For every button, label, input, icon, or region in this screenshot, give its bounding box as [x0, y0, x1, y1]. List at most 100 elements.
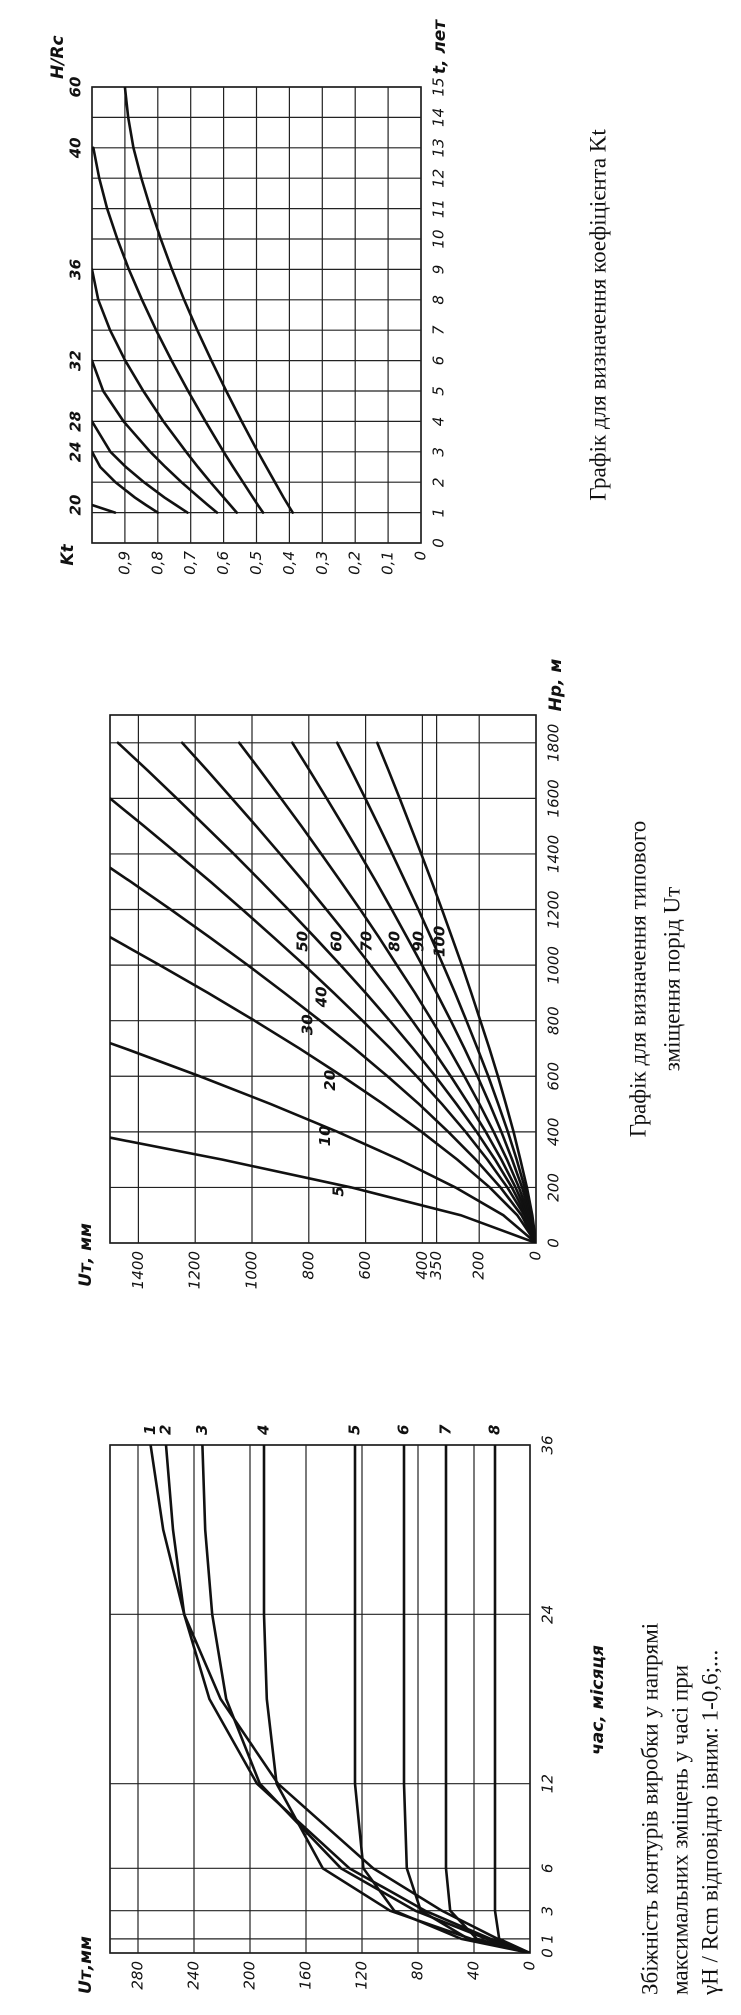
curve [201, 1445, 530, 1953]
x-axis-title: t, лет [430, 19, 450, 74]
y-tick-label: 0,8 [148, 551, 166, 575]
y-tick-label: 80 [409, 1961, 427, 1980]
x-tick-label: 200 [545, 1173, 563, 1202]
curve-label: 10 [316, 1125, 334, 1146]
caption-line: Збіжність контурів виробки у напрямі [637, 1623, 662, 1995]
curve [110, 852, 536, 1243]
x-tick-label: 1800 [545, 724, 563, 762]
y-tick-label: 0,2 [346, 551, 364, 575]
y-tick-label: 400 [413, 1251, 431, 1280]
curve-label: 20 [321, 1070, 339, 1091]
curve-label: 24 [67, 441, 85, 462]
x-tick-label: 1 [539, 1934, 557, 1944]
y-axis-title: Kt [58, 543, 78, 565]
y-axis-title: Uт, мм [76, 1223, 96, 1287]
x-tick-label: 1 [430, 508, 448, 518]
y-tick-label: 0,7 [181, 551, 199, 575]
x-tick-label: 800 [545, 1006, 563, 1035]
y-tick-label: 1200 [186, 1251, 204, 1289]
curve-label: 7 [437, 1424, 455, 1435]
y-tick-label: 800 [299, 1251, 317, 1280]
curve-label: 3 [193, 1425, 211, 1435]
x-tick-label: 13 [430, 138, 448, 157]
x-tick-label: 0 [539, 1948, 557, 1958]
curve [92, 420, 189, 514]
curve-label: 80 [386, 931, 404, 952]
x-tick-label: 24 [539, 1605, 557, 1624]
x-tick-label: 9 [430, 265, 448, 275]
curve [110, 1130, 536, 1243]
curve-label: 20 [67, 495, 85, 516]
curve [92, 359, 219, 514]
y-tick-label: 0 [527, 1251, 545, 1261]
curve [123, 87, 294, 514]
x-tick-label: 14 [430, 108, 448, 127]
x-tick-label: 1000 [545, 946, 563, 984]
x-tick-label: 1600 [545, 779, 563, 817]
curve [353, 1445, 530, 1953]
curve-label: 100 [430, 926, 448, 957]
x-tick-label: 3 [430, 447, 448, 457]
rotated-content: 013612243604080120160200240280Uт,ммчас, … [48, 19, 722, 1996]
y-tick-label: 0,3 [313, 551, 331, 575]
x-tick-label: 400 [545, 1118, 563, 1147]
y-tick-label: 0 [521, 1961, 539, 1971]
curve [237, 741, 536, 1243]
x-tick-label: 36 [539, 1435, 557, 1454]
y-tick-label: 0,1 [379, 551, 397, 575]
y-tick-label: 160 [297, 1961, 315, 1990]
y-axis-title: Uт,мм [76, 1936, 96, 1994]
curve-label: 40 [67, 137, 85, 159]
y-tick-label: 200 [470, 1251, 488, 1280]
curve-label: 28 [67, 411, 85, 432]
x-tick-label: 3 [539, 1906, 557, 1916]
curve-label: 5 [330, 1186, 348, 1196]
curve [375, 741, 536, 1243]
curve-label: 40 [312, 986, 330, 1008]
y-tick-label: 240 [185, 1961, 203, 1990]
curve [116, 741, 536, 1243]
x-tick-label: 7 [430, 325, 448, 335]
curve [110, 797, 536, 1243]
x-tick-label: 600 [545, 1062, 563, 1091]
x-tick-label: 0 [430, 538, 448, 548]
y-tick-label: 280 [129, 1961, 147, 1990]
x-tick-label: 6 [430, 356, 448, 366]
legend-title: H/Rc [48, 35, 68, 79]
curve-label: 1 [141, 1425, 159, 1435]
curve [110, 908, 536, 1243]
caption-line: γH / Rcm відповідно івним: 1-0,6;... [697, 1650, 722, 1996]
caption-line: максимальних зміщень у часі при [667, 1665, 692, 1995]
curve-label: 5 [346, 1425, 364, 1435]
x-tick-label: 8 [430, 295, 448, 305]
x-axis-title: час, місяця [588, 1645, 608, 1755]
curve-label: 60 [67, 77, 85, 98]
x-tick-label: 15 [430, 77, 448, 96]
y-tick-label: 0,6 [214, 551, 232, 575]
curve [92, 450, 160, 514]
curve [92, 503, 117, 514]
curve-label: 30 [299, 1014, 317, 1035]
curve-label: 50 [293, 931, 311, 952]
caption-line: Графік для визначення коефіцієнта Kt [585, 129, 610, 501]
curve [291, 741, 536, 1243]
curve-label: 90 [409, 931, 427, 952]
curve-label: 36 [67, 259, 85, 280]
y-tick-label: 600 [356, 1251, 374, 1280]
curve [92, 268, 239, 514]
x-tick-label: 11 [430, 199, 448, 218]
y-tick-label: 0,4 [280, 551, 298, 575]
caption-line: зміщення порід Uт [659, 887, 684, 1071]
y-tick-label: 1400 [129, 1251, 147, 1289]
x-tick-label: 12 [430, 169, 448, 188]
y-tick-label: 120 [353, 1961, 371, 1990]
curve [493, 1445, 530, 1953]
x-tick-label: 10 [430, 229, 448, 248]
x-axis-title: Hp, м [546, 659, 566, 712]
curve [110, 1019, 536, 1243]
x-tick-label: 6 [539, 1864, 557, 1874]
curve-label: 70 [357, 931, 375, 952]
curve-label: 2 [157, 1425, 175, 1435]
